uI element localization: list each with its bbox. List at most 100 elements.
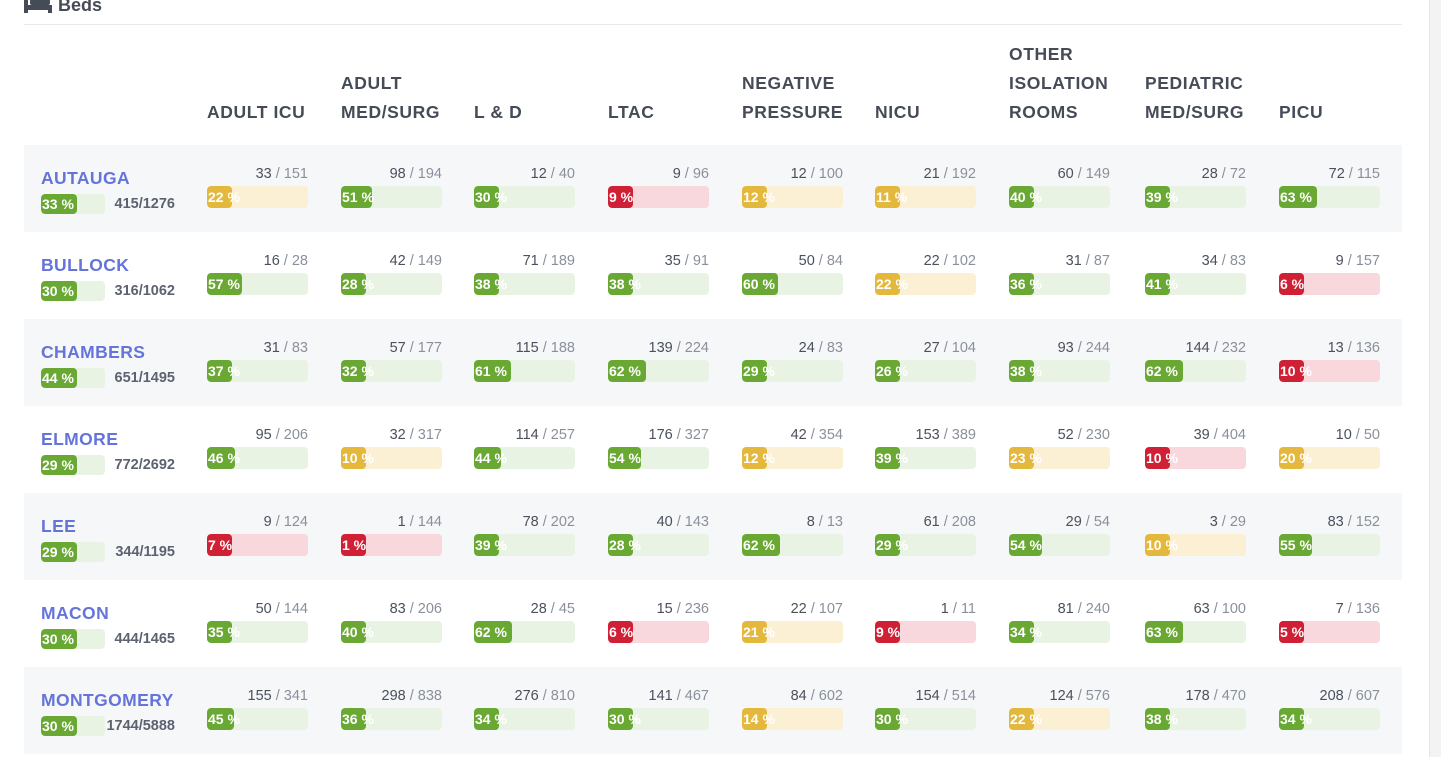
beds-used: 10 — [1335, 427, 1352, 443]
county-link[interactable]: AUTAUGA — [41, 168, 130, 188]
column-header-l-and-d[interactable]: L & D — [474, 102, 523, 122]
occupancy-fill: 34 % — [474, 708, 507, 730]
count-separator: / — [680, 253, 693, 269]
count-separator: / — [1081, 253, 1094, 269]
beds-used: 1 — [940, 601, 949, 617]
county-link[interactable]: MONTGOMERY — [41, 690, 174, 710]
column-header-other-isolation[interactable]: OTHER ISOLATION ROOMS — [1009, 44, 1109, 122]
beds-used: 60 — [1057, 166, 1074, 182]
beds-used: 21 — [923, 166, 940, 182]
occupancy-fill: 12 % — [742, 447, 775, 469]
bed-counts: 50 / 84 — [799, 253, 843, 269]
county-link[interactable]: BULLOCK — [41, 255, 130, 275]
count-separator: / — [806, 601, 819, 617]
table-row: MONTGOMERY 30 % 1744/5888 155 / 341 45 % 298 … — [24, 667, 1402, 754]
beds-used: 153 — [915, 427, 940, 443]
count-separator: / — [1073, 688, 1086, 704]
beds-capacity: 236 — [684, 601, 709, 617]
occupancy-bar: 29 % — [875, 534, 976, 556]
count-separator: / — [1351, 427, 1364, 443]
count-separator: / — [1217, 166, 1230, 182]
occupancy-bar: 62 % — [1145, 360, 1246, 382]
bed-counts: 34 / 83 — [1202, 253, 1246, 269]
county-link[interactable]: CHAMBERS — [41, 342, 146, 362]
county-total: 651/1495 — [114, 370, 175, 386]
beds-used: 84 — [790, 688, 807, 704]
count-separator: / — [271, 601, 284, 617]
column-header-adult-medsurg[interactable]: ADULT MED/SURG — [341, 73, 441, 122]
beds-capacity: 100 — [818, 166, 843, 182]
occupancy-bar: 22 % — [207, 186, 308, 208]
occupancy-fill: 30 % — [474, 186, 507, 208]
beds-used: 63 — [1193, 601, 1210, 617]
county-occupancy-bar: 29 % — [41, 542, 105, 562]
occupancy-bar: 10 % — [1145, 447, 1246, 469]
count-separator: / — [546, 601, 559, 617]
beds-capacity: 206 — [417, 601, 442, 617]
beds-used: 98 — [389, 166, 406, 182]
occupancy-bar: 61 % — [474, 360, 575, 382]
bed-counts: 57 / 177 — [390, 340, 442, 356]
bed-cell-l-and-d: 115 / 188 61 % — [474, 340, 575, 388]
bed-counts: 7 / 136 — [1336, 601, 1380, 617]
column-header-nicu[interactable]: NICU — [875, 102, 921, 122]
beds-used: 40 — [656, 514, 673, 530]
beds-capacity: 389 — [951, 427, 976, 443]
column-header-ltac[interactable]: LTAC — [608, 102, 655, 122]
column-header-pediatric-medsurg[interactable]: PEDIATRIC MED/SURG — [1145, 73, 1245, 122]
occupancy-fill: 7 % — [207, 534, 233, 556]
county-occupancy-bar: 30 % — [41, 629, 105, 649]
count-separator: / — [814, 514, 827, 530]
bed-cell-other-isolation: 52 / 230 23 % — [1009, 427, 1110, 475]
occupancy-fill: 38 % — [608, 273, 641, 295]
occupancy-bar: 54 % — [1009, 534, 1110, 556]
column-header-negative-pressure[interactable]: NEGATIVE PRESSURE — [742, 73, 844, 122]
occupancy-bar: 6 % — [1279, 273, 1380, 295]
occupancy-bar: 28 % — [341, 273, 442, 295]
scrollbar[interactable] — [1429, 0, 1441, 757]
bed-cell-adult-icu: 9 / 124 7 % — [207, 514, 308, 562]
bed-cell-pediatric-medsurg: 39 / 404 10 % — [1145, 427, 1246, 475]
bed-cell-adult-medsurg: 57 / 177 32 % — [341, 340, 442, 388]
occupancy-fill: 38 % — [474, 273, 507, 295]
count-separator: / — [939, 340, 952, 356]
bed-counts: 21 / 192 — [924, 166, 976, 182]
beds-used: 34 — [1201, 253, 1218, 269]
count-separator: / — [1209, 427, 1222, 443]
bed-cell-pediatric-medsurg: 63 / 100 63 % — [1145, 601, 1246, 649]
bed-counts: 31 / 87 — [1066, 253, 1110, 269]
bed-cell-ltac: 40 / 143 28 % — [608, 514, 709, 562]
bed-cell-picu: 10 / 50 20 % — [1279, 427, 1380, 475]
count-separator: / — [1073, 340, 1086, 356]
occupancy-bar: 34 % — [474, 708, 575, 730]
occupancy-fill: 6 % — [608, 621, 634, 643]
column-header-adult-icu[interactable]: ADULT ICU — [207, 102, 306, 122]
table-header: ADULT ICU ADULT MED/SURG L & D LTAC NEGATIVE… — [24, 26, 1402, 144]
occupancy-fill: 22 % — [1009, 708, 1042, 730]
count-separator: / — [405, 166, 418, 182]
bed-cell-other-isolation: 93 / 244 38 % — [1009, 340, 1110, 388]
occupancy-bar: 38 % — [608, 273, 709, 295]
bed-cell-l-and-d: 114 / 257 44 % — [474, 427, 575, 475]
occupancy-fill: 21 % — [742, 621, 775, 643]
bed-counts: 39 / 404 — [1194, 427, 1246, 443]
beds-used: 24 — [798, 340, 815, 356]
occupancy-bar: 28 % — [608, 534, 709, 556]
beds-used: 28 — [1201, 166, 1218, 182]
county-link[interactable]: LEE — [41, 516, 77, 536]
bed-cell-picu: 83 / 152 55 % — [1279, 514, 1380, 562]
bed-counts: 83 / 206 — [390, 601, 442, 617]
county-link[interactable]: MACON — [41, 603, 110, 623]
table-row: LEE 29 % 344/1195 9 / 124 7 % 1 / 144 1 % 78 / … — [24, 493, 1402, 580]
occupancy-fill: 57 % — [207, 273, 242, 295]
bed-counts: 12 / 100 — [791, 166, 843, 182]
occupancy-bar: 62 % — [742, 534, 843, 556]
county-total: 1744/5888 — [106, 718, 175, 734]
county-occupancy-fill: 29 % — [41, 455, 78, 475]
column-header-picu[interactable]: PICU — [1279, 102, 1324, 122]
beds-capacity: 91 — [692, 253, 709, 269]
occupancy-bar: 60 % — [742, 273, 843, 295]
occupancy-fill: 39 % — [875, 447, 908, 469]
count-separator: / — [1073, 427, 1086, 443]
county-link[interactable]: ELMORE — [41, 429, 119, 449]
